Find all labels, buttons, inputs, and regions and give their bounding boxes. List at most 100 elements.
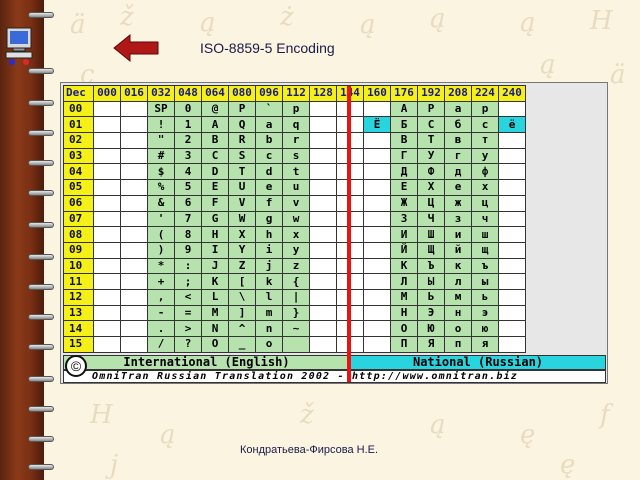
table-cell: ы (471, 273, 499, 290)
table-cell: E (201, 179, 229, 196)
table-cell: Н (390, 304, 418, 322)
table-cell (309, 273, 337, 290)
table-cell: ъ (471, 257, 499, 275)
table-cell: S (228, 147, 256, 165)
table-cell (93, 147, 121, 165)
table-cell (498, 226, 526, 243)
table-cell: о (444, 320, 472, 337)
table-cell: в (444, 132, 472, 149)
table-cell: а (444, 100, 472, 118)
table-cell: t (282, 163, 310, 181)
table-cell: ] (228, 304, 256, 322)
table-cell: М (390, 288, 418, 306)
column-header: 112 (282, 85, 310, 102)
table-cell: ' (147, 210, 175, 228)
table-cell: f (255, 194, 283, 212)
table-cell: SP (147, 100, 175, 118)
range-legend: International (English) National (Russia… (63, 355, 606, 370)
table-cell: Л (390, 273, 418, 290)
table-cell: + (147, 273, 175, 290)
table-cell: P (228, 100, 256, 118)
table-cell (363, 273, 391, 290)
table-cell (93, 257, 121, 275)
table-cell (498, 241, 526, 259)
table-cell: : (174, 257, 202, 275)
table-cell: б (444, 116, 472, 134)
table-cell: j (255, 257, 283, 275)
table-cell (93, 288, 121, 306)
table-cell: Ы (417, 273, 445, 290)
table-cell: 5 (174, 179, 202, 196)
table-cell: L (201, 288, 229, 306)
row-header: 01 (63, 116, 94, 134)
table-cell (282, 336, 310, 353)
table-cell (309, 257, 337, 275)
national-range-label: National (Russian) (350, 355, 606, 370)
row-header: 04 (63, 163, 94, 181)
table-cell: g (255, 210, 283, 228)
table-cell: Ъ (417, 257, 445, 275)
table-cell (93, 273, 121, 290)
table-cell (120, 179, 148, 196)
column-header: 192 (417, 85, 445, 102)
table-cell (498, 100, 526, 118)
table-cell: C (201, 147, 229, 165)
table-cell: у (471, 147, 499, 165)
table-cell: 1 (174, 116, 202, 134)
table-cell: , (147, 288, 175, 306)
table-cell: % (147, 179, 175, 196)
row-header: 12 (63, 288, 94, 306)
column-header: 096 (255, 85, 283, 102)
table-cell (309, 336, 337, 353)
column-header: 224 (471, 85, 499, 102)
row-header: 00 (63, 100, 94, 118)
table-cell: _ (228, 336, 256, 353)
table-cell (120, 304, 148, 322)
row-header: 10 (63, 257, 94, 275)
table-cell (309, 288, 337, 306)
table-cell: e (255, 179, 283, 196)
table-cell: 8 (174, 226, 202, 243)
table-cell (309, 132, 337, 149)
table-cell: A (201, 116, 229, 134)
computer-icon[interactable] (4, 26, 34, 66)
table-cell: ф (471, 163, 499, 181)
table-cell: с (471, 116, 499, 134)
table-cell: ч (471, 210, 499, 228)
table-cell: О (390, 320, 418, 337)
table-cell: I (201, 241, 229, 259)
table-cell: К (390, 257, 418, 275)
table-cell: В (390, 132, 418, 149)
table-cell (120, 147, 148, 165)
table-cell: x (282, 226, 310, 243)
table-cell (309, 179, 337, 196)
table-cell (498, 147, 526, 165)
table-cell: т (471, 132, 499, 149)
table-cell: | (282, 288, 310, 306)
table-cell (498, 163, 526, 181)
credit-line: OmniTran Russian Translation 2002 - http… (63, 370, 606, 383)
row-header: 06 (63, 194, 94, 212)
table-cell (93, 210, 121, 228)
table-cell: Ф (417, 163, 445, 181)
table-cell (120, 210, 148, 228)
table-cell: Q (228, 116, 256, 134)
table-cell: d (255, 163, 283, 181)
table-cell (93, 163, 121, 181)
back-arrow-icon[interactable] (112, 33, 160, 63)
table-cell: O (201, 336, 229, 353)
table-cell: b (255, 132, 283, 149)
encoding-table-panel: Dec0000160320480640800961121281441601761… (60, 82, 608, 384)
column-header: 048 (174, 85, 202, 102)
table-cell (363, 257, 391, 275)
table-cell: h (255, 226, 283, 243)
range-divider (347, 86, 351, 382)
table-cell (363, 147, 391, 165)
